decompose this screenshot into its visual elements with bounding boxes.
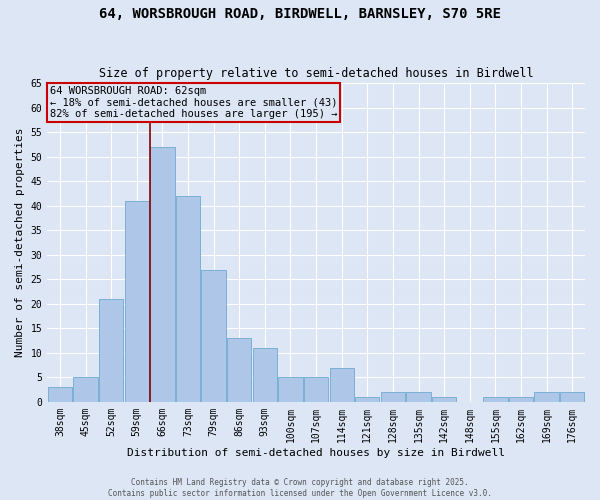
Bar bbox=[355, 397, 379, 402]
Bar bbox=[304, 378, 328, 402]
Bar bbox=[48, 387, 72, 402]
Bar bbox=[99, 299, 124, 402]
Text: Contains HM Land Registry data © Crown copyright and database right 2025.
Contai: Contains HM Land Registry data © Crown c… bbox=[108, 478, 492, 498]
Title: Size of property relative to semi-detached houses in Birdwell: Size of property relative to semi-detach… bbox=[99, 66, 533, 80]
Bar bbox=[253, 348, 277, 402]
Bar bbox=[406, 392, 431, 402]
Bar bbox=[227, 338, 251, 402]
Bar bbox=[381, 392, 405, 402]
Bar bbox=[535, 392, 559, 402]
Bar bbox=[329, 368, 354, 402]
Bar bbox=[278, 378, 302, 402]
Bar bbox=[150, 147, 175, 402]
Y-axis label: Number of semi-detached properties: Number of semi-detached properties bbox=[15, 128, 25, 358]
Bar bbox=[125, 201, 149, 402]
Text: 64 WORSBROUGH ROAD: 62sqm
← 18% of semi-detached houses are smaller (43)
82% of : 64 WORSBROUGH ROAD: 62sqm ← 18% of semi-… bbox=[50, 86, 337, 119]
Bar bbox=[560, 392, 584, 402]
Bar bbox=[509, 397, 533, 402]
Bar bbox=[432, 397, 457, 402]
Bar bbox=[176, 196, 200, 402]
X-axis label: Distribution of semi-detached houses by size in Birdwell: Distribution of semi-detached houses by … bbox=[127, 448, 505, 458]
Bar bbox=[202, 270, 226, 402]
Bar bbox=[73, 378, 98, 402]
Bar bbox=[483, 397, 508, 402]
Text: 64, WORSBROUGH ROAD, BIRDWELL, BARNSLEY, S70 5RE: 64, WORSBROUGH ROAD, BIRDWELL, BARNSLEY,… bbox=[99, 8, 501, 22]
